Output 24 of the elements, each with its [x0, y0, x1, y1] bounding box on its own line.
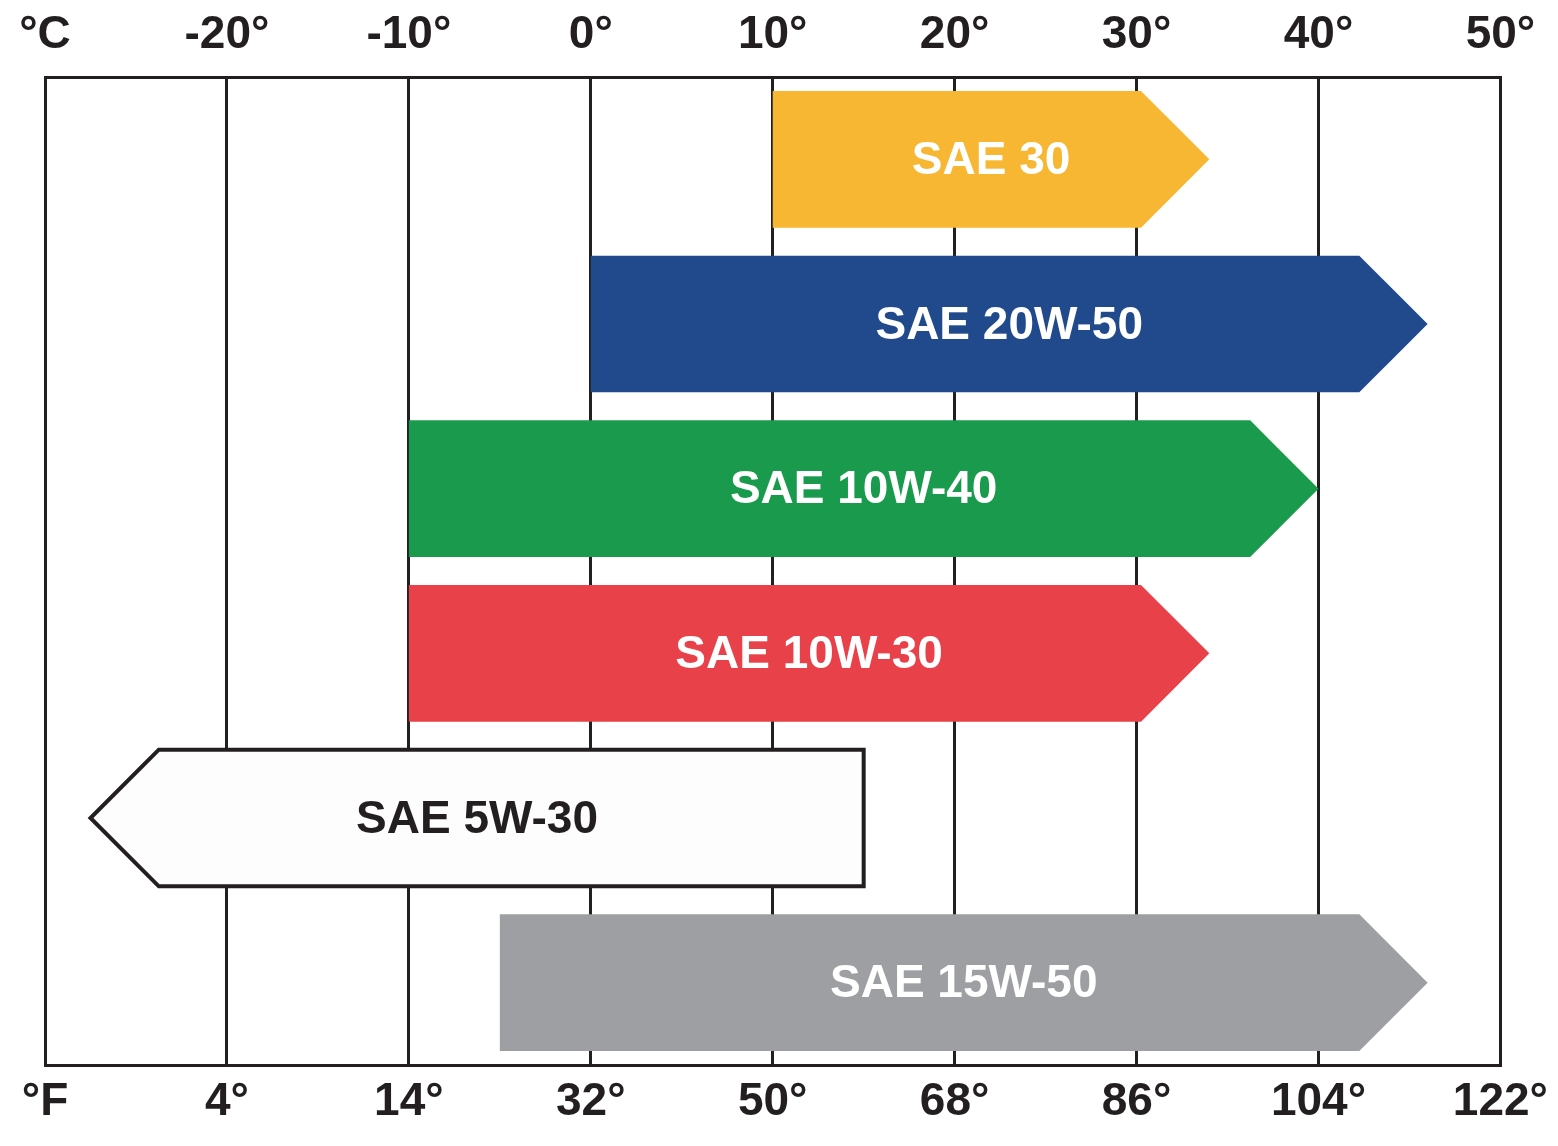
y-tick-label: SAE 15W-50	[829, 955, 1098, 1008]
x2-tick-label: 50°	[1465, 6, 1536, 59]
x2-tick-label: 40°	[1283, 6, 1354, 59]
x-tick-label: °F	[21, 1073, 69, 1126]
y-tick-label: SAE 30	[911, 132, 1071, 185]
x-tick-label: 68°	[919, 1073, 990, 1126]
x-tick-label: 104°	[1270, 1073, 1367, 1126]
x2-tick-label: °C	[19, 6, 71, 59]
x2-tick-label: 10°	[737, 6, 808, 59]
x2-tick-label: 30°	[1101, 6, 1172, 59]
y-tick-label: SAE 10W-40	[729, 461, 998, 514]
x2-tick-label: 0°	[568, 6, 613, 59]
x-tick-label: 122°	[1452, 1073, 1549, 1126]
x-tick-label: 4°	[204, 1073, 249, 1126]
x-tick-label: 86°	[1101, 1073, 1172, 1126]
y-tick-label: SAE 10W-30	[675, 626, 943, 679]
x2-tick-label: -10°	[366, 6, 452, 59]
x2-tick-label: -20°	[184, 6, 270, 59]
x-tick-label: 50°	[737, 1073, 808, 1126]
x-tick-label: 32°	[556, 1073, 626, 1126]
y-tick-label: SAE 20W-50	[875, 296, 1143, 349]
y-tick-label: SAE 5W-30	[356, 790, 599, 843]
x2-tick-label: 20°	[919, 6, 990, 59]
x-tick-label: 14°	[374, 1073, 444, 1126]
